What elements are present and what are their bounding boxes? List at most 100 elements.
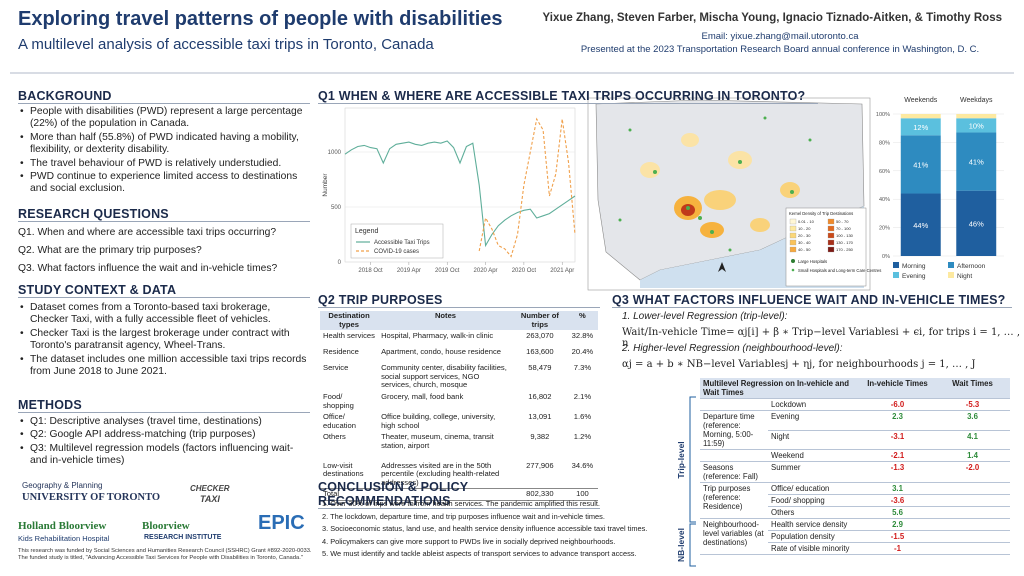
- table-cell: Office/ education: [768, 482, 860, 495]
- table-row: Office/ education Office building, colleg…: [320, 411, 598, 431]
- table-row: Residence Apartment, condo, house residen…: [320, 346, 598, 362]
- group-label: Neighbourhood-level variables (at destin…: [700, 518, 768, 555]
- table-cell: -5.3: [935, 398, 1010, 411]
- y-tick-label: 0%: [882, 254, 890, 260]
- side-label: Trip-level: [676, 441, 686, 478]
- table-cell: Night: [768, 430, 860, 450]
- table-cell: [935, 542, 1010, 555]
- group-label: [700, 398, 768, 411]
- table-cell: 2.3: [860, 410, 935, 431]
- table-row: Night -3.1 4.1: [700, 430, 1010, 450]
- table-cell: 3.6: [935, 410, 1010, 431]
- category-label: Weekends: [904, 97, 937, 104]
- map-legend-label: Large Hospitals: [798, 259, 827, 264]
- table-cell: -3.6: [860, 494, 935, 507]
- map: [587, 97, 871, 291]
- bar-segment: [900, 193, 941, 256]
- value-label: 46%: [969, 219, 984, 228]
- bullet-item: The travel behaviour of PWD is relativel…: [18, 158, 310, 171]
- subtitle: A multilevel analysis of accessible taxi…: [18, 36, 434, 53]
- recommendation: 5. We must identify and tackle ableist a…: [322, 549, 637, 559]
- bullet-list: Dataset comes from a Toronto-based taxi …: [18, 302, 310, 398]
- equation-label: 1. Lower-level Regression (trip-level):: [622, 311, 788, 322]
- table-row: Service Community center, disability faci…: [320, 362, 598, 391]
- logo-text: UNIVERSITY OF TORONTO: [22, 492, 161, 503]
- table-cell: -1.5: [860, 530, 935, 543]
- table-row: Departure time (reference: Morning, 5:00…: [700, 410, 1010, 450]
- table-row: Lockdown -6.0 -5.3: [700, 398, 1010, 411]
- table-cell: 58,479: [528, 363, 552, 373]
- bracket: [689, 396, 696, 523]
- section-heading: Q3 WHAT FACTORS INFLUENCE WAIT AND IN-VE…: [612, 293, 1012, 308]
- question: Q1. When and where are accessible taxi t…: [18, 227, 277, 238]
- bullet-item: Q3: Multilevel regression models (factor…: [18, 443, 310, 468]
- table-cell: Population density: [768, 530, 860, 543]
- table-row: Population density -1.5: [700, 530, 1010, 543]
- table-cell: Apartment, condo, house residence: [381, 347, 501, 357]
- bullet-item: People with disabilities (PWD) represent…: [18, 106, 310, 131]
- bullet-item: Q2: Google API address-matching (trip pu…: [18, 429, 310, 442]
- table-cell: 100: [576, 489, 589, 499]
- bar-segment: [956, 190, 997, 256]
- table-row: Seasons (reference: Fall) Summer -1.3 -2.0: [700, 461, 1010, 483]
- table-cell: -2.0: [935, 461, 1010, 483]
- presented: Presented at the 2023 Transportation Res…: [580, 44, 980, 55]
- logo-text: Kids Rehabilitation Hospital: [18, 534, 110, 543]
- map-legend-swatch: [789, 225, 797, 232]
- bullet-item: More than half (55.8%) of PWD indicated …: [18, 132, 310, 157]
- logo-text: Geography & Planning: [22, 481, 103, 490]
- bar-segment: [956, 118, 997, 133]
- logo-text: EPIC: [258, 512, 305, 534]
- table-cell: Hospital, Pharmacy, walk-in clinic: [381, 331, 494, 341]
- x-tick-label: 2019 Oct: [435, 268, 460, 274]
- bullet-item: Checker Taxi is the largest brokerage un…: [18, 328, 310, 353]
- table-cell: 2.1%: [573, 391, 592, 401]
- table-cell: Addresses visited are in the 50th percen…: [381, 460, 500, 487]
- table-cell: -1: [860, 542, 935, 555]
- bar-segment: [900, 114, 941, 119]
- bar-segment: [956, 132, 997, 191]
- table-cell: Others: [768, 506, 860, 519]
- table-row: Health services Hospital, Pharmacy, walk-…: [320, 330, 598, 346]
- x-tick-label: 2020 Oct: [512, 268, 537, 274]
- table-row: Weekend -2.1 1.4: [700, 449, 1010, 462]
- group-label: Departure time (reference: Morning, 5:00…: [700, 410, 768, 450]
- table-cell: Evening: [768, 410, 860, 431]
- table-cell: Lockdown: [768, 398, 860, 411]
- table-row: Neighbourhood-level variables (at destin…: [700, 518, 1010, 555]
- series-line: [344, 140, 576, 248]
- table-cell: [935, 518, 1010, 531]
- map-legend-swatch: [827, 225, 835, 232]
- table-cell: 277,906: [526, 460, 554, 470]
- logo-text: Holland Bloorview: [18, 520, 107, 532]
- value-label: 44%: [913, 221, 928, 230]
- table-cell: 13,091: [528, 412, 552, 422]
- y-tick-label: 20%: [879, 226, 890, 232]
- legend-box: [350, 223, 444, 259]
- table-cell: 4.1: [935, 430, 1010, 450]
- bar-segment: [900, 135, 941, 194]
- question: Q2. What are the primary trip purposes?: [18, 245, 202, 256]
- map-legend-label: 70 - 100: [836, 226, 851, 231]
- bullet-item: Q1: Descriptive analyses (travel time, d…: [18, 416, 310, 429]
- map-legend-swatch: [789, 246, 797, 253]
- table-cell: [935, 494, 1010, 507]
- table-cell: 1.6%: [573, 412, 592, 422]
- bullet-list: People with disabilities (PWD) represent…: [18, 106, 310, 206]
- table-cell: Others: [323, 432, 346, 442]
- map-legend-swatch: [789, 239, 797, 246]
- group-label: Trip purposes (reference: Residence): [700, 482, 768, 519]
- category-label: Weekdays: [960, 97, 993, 104]
- table-cell: Food/ shopping: [323, 391, 354, 410]
- legend-swatch: [893, 262, 899, 268]
- table-cell: Total: [323, 489, 340, 499]
- legend-title: Legend: [355, 228, 378, 235]
- legend-label: COVID-19 cases: [374, 249, 419, 255]
- x-tick-label: 2018 Oct: [358, 268, 383, 274]
- table-row: Rate of visible minority -1: [700, 542, 1010, 555]
- section-heading: BACKGROUND: [18, 89, 310, 104]
- map-legend-label: 10 - 20: [798, 226, 811, 231]
- column-header: Destination types: [320, 311, 379, 331]
- section-heading: STUDY CONTEXT & DATA: [18, 283, 310, 298]
